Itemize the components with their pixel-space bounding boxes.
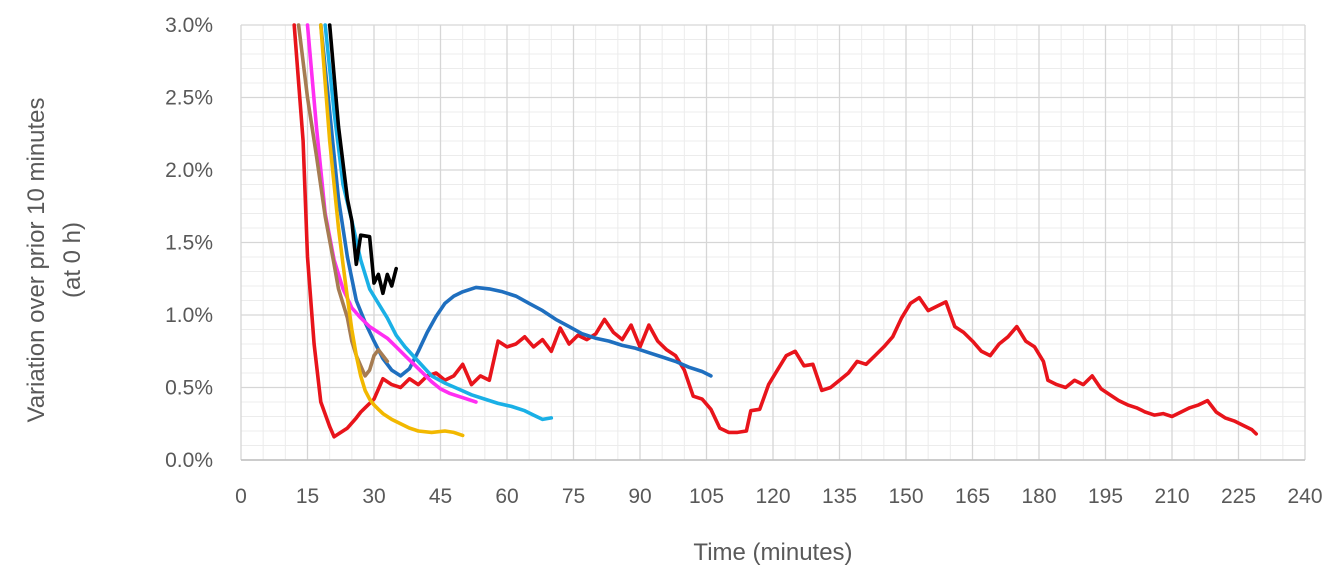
x-tick-label: 120 — [755, 485, 790, 508]
x-tick-label: 240 — [1287, 485, 1322, 508]
x-tick-label: 165 — [955, 485, 990, 508]
x-tick-label: 90 — [628, 485, 651, 508]
x-tick-label: 225 — [1221, 485, 1256, 508]
series-line-3 — [323, 23, 554, 422]
y-axis-title-line-2: (at 0 h) — [59, 222, 86, 298]
series-line-1 — [292, 23, 1258, 439]
y-axis-title-line-1: Variation over prior 10 minutes — [23, 97, 50, 422]
y-tick-label: 0.5% — [165, 377, 213, 400]
tick-labels: 0 15 30 45 60 75 90 105 120 135 150 165 180 195 210 225… — [165, 14, 1322, 508]
series-line-7 — [318, 23, 465, 438]
x-tick-label: 30 — [362, 485, 385, 508]
x-tick-label: 195 — [1088, 485, 1123, 508]
x-tick-label: 180 — [1021, 485, 1056, 508]
y-tick-label: 0.0% — [165, 449, 213, 472]
y-tick-label: 1.0% — [165, 304, 213, 327]
data-series — [292, 23, 1258, 439]
y-tick-label: 2.0% — [165, 159, 213, 182]
x-tick-label: 135 — [822, 485, 857, 508]
x-tick-label: 60 — [495, 485, 518, 508]
x-tick-label: 210 — [1154, 485, 1189, 508]
gridlines — [240, 24, 1306, 461]
x-tick-label: 150 — [888, 485, 923, 508]
x-tick-label: 45 — [429, 485, 452, 508]
x-tick-label: 75 — [562, 485, 585, 508]
series-line-2 — [318, 23, 713, 378]
x-tick-label: 105 — [689, 485, 724, 508]
y-tick-label: 3.0% — [165, 14, 213, 37]
series-line-4 — [327, 23, 399, 296]
y-tick-label: 1.5% — [165, 232, 213, 255]
x-tick-label: 0 — [235, 485, 247, 508]
x-axis-title: Time (minutes) — [693, 539, 852, 566]
x-tick-label: 15 — [296, 485, 319, 508]
y-tick-label: 2.5% — [165, 87, 213, 110]
